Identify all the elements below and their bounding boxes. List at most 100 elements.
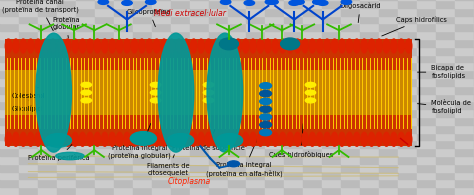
Ellipse shape [94, 132, 100, 146]
Bar [152, 117, 171, 125]
Bar [303, 16, 322, 23]
Bar [398, 55, 417, 62]
Bar [95, 179, 114, 187]
Ellipse shape [339, 132, 345, 146]
Bar [417, 0, 436, 8]
Ellipse shape [331, 132, 337, 146]
Ellipse shape [109, 132, 115, 146]
Ellipse shape [81, 82, 91, 87]
Bar [265, 133, 284, 140]
Bar [228, 31, 246, 39]
Ellipse shape [305, 98, 316, 103]
Ellipse shape [5, 132, 11, 146]
Bar [57, 55, 76, 62]
Ellipse shape [64, 39, 71, 53]
Bar [76, 109, 95, 117]
Bar [360, 148, 379, 156]
Bar [228, 47, 246, 55]
Bar [417, 133, 436, 140]
Bar [246, 39, 265, 47]
Bar [341, 117, 360, 125]
Bar [341, 187, 360, 195]
Bar [19, 55, 38, 62]
Bar [0, 109, 19, 117]
Bar [360, 31, 379, 39]
Bar [190, 179, 209, 187]
Bar [360, 0, 379, 8]
Bar [246, 70, 265, 78]
Bar [379, 101, 398, 109]
Bar [209, 109, 228, 117]
Ellipse shape [280, 132, 286, 146]
Ellipse shape [81, 98, 91, 103]
Bar [360, 39, 379, 47]
Bar [436, 55, 455, 62]
Bar [190, 86, 209, 94]
Bar [265, 39, 284, 47]
Bar [171, 133, 190, 140]
Bar [57, 70, 76, 78]
Ellipse shape [305, 82, 316, 87]
Bar [76, 86, 95, 94]
Bar [228, 148, 246, 156]
Bar [171, 70, 190, 78]
Bar [228, 133, 246, 140]
Bar [417, 109, 436, 117]
Bar [171, 101, 190, 109]
Bar [209, 78, 228, 86]
Bar [455, 187, 474, 195]
Bar [246, 179, 265, 187]
Bar [341, 86, 360, 94]
Ellipse shape [250, 132, 256, 146]
Bar [57, 117, 76, 125]
Bar [246, 148, 265, 156]
Bar [246, 31, 265, 39]
Ellipse shape [50, 132, 56, 146]
Text: Proteïna integral
(proteïna globular): Proteïna integral (proteïna globular) [109, 123, 171, 159]
Bar [436, 125, 455, 133]
Bar [228, 39, 246, 47]
Bar [95, 164, 114, 172]
Bar [190, 78, 209, 86]
Bar [38, 187, 57, 195]
Ellipse shape [198, 39, 204, 53]
Bar [228, 179, 246, 187]
Bar [303, 179, 322, 187]
Text: Proteïna integral
(proteïna en alfa-hèlix): Proteïna integral (proteïna en alfa-hèli… [206, 139, 283, 177]
Bar [265, 55, 284, 62]
Bar [360, 86, 379, 94]
Bar [284, 109, 303, 117]
Bar [114, 117, 133, 125]
Bar [76, 164, 95, 172]
Bar [0, 86, 19, 94]
Bar [360, 8, 379, 16]
Bar [152, 62, 171, 70]
Bar [57, 156, 76, 164]
Bar [379, 117, 398, 125]
Bar [209, 172, 228, 179]
Ellipse shape [13, 132, 19, 146]
Ellipse shape [94, 39, 100, 53]
Bar [95, 39, 114, 47]
Bar [5, 39, 412, 146]
Ellipse shape [260, 83, 272, 89]
Ellipse shape [287, 132, 293, 146]
Bar [284, 179, 303, 187]
Bar [455, 94, 474, 101]
Bar [190, 187, 209, 195]
Bar [114, 140, 133, 148]
Bar [303, 8, 322, 16]
Ellipse shape [191, 39, 197, 53]
Bar [171, 94, 190, 101]
Bar [152, 125, 171, 133]
Bar [436, 0, 455, 8]
Bar [398, 86, 417, 94]
Bar [209, 140, 228, 148]
Ellipse shape [161, 39, 167, 53]
Bar [417, 101, 436, 109]
Bar [171, 39, 190, 47]
Bar [152, 172, 171, 179]
Bar [303, 187, 322, 195]
Ellipse shape [124, 132, 130, 146]
Bar [95, 70, 114, 78]
